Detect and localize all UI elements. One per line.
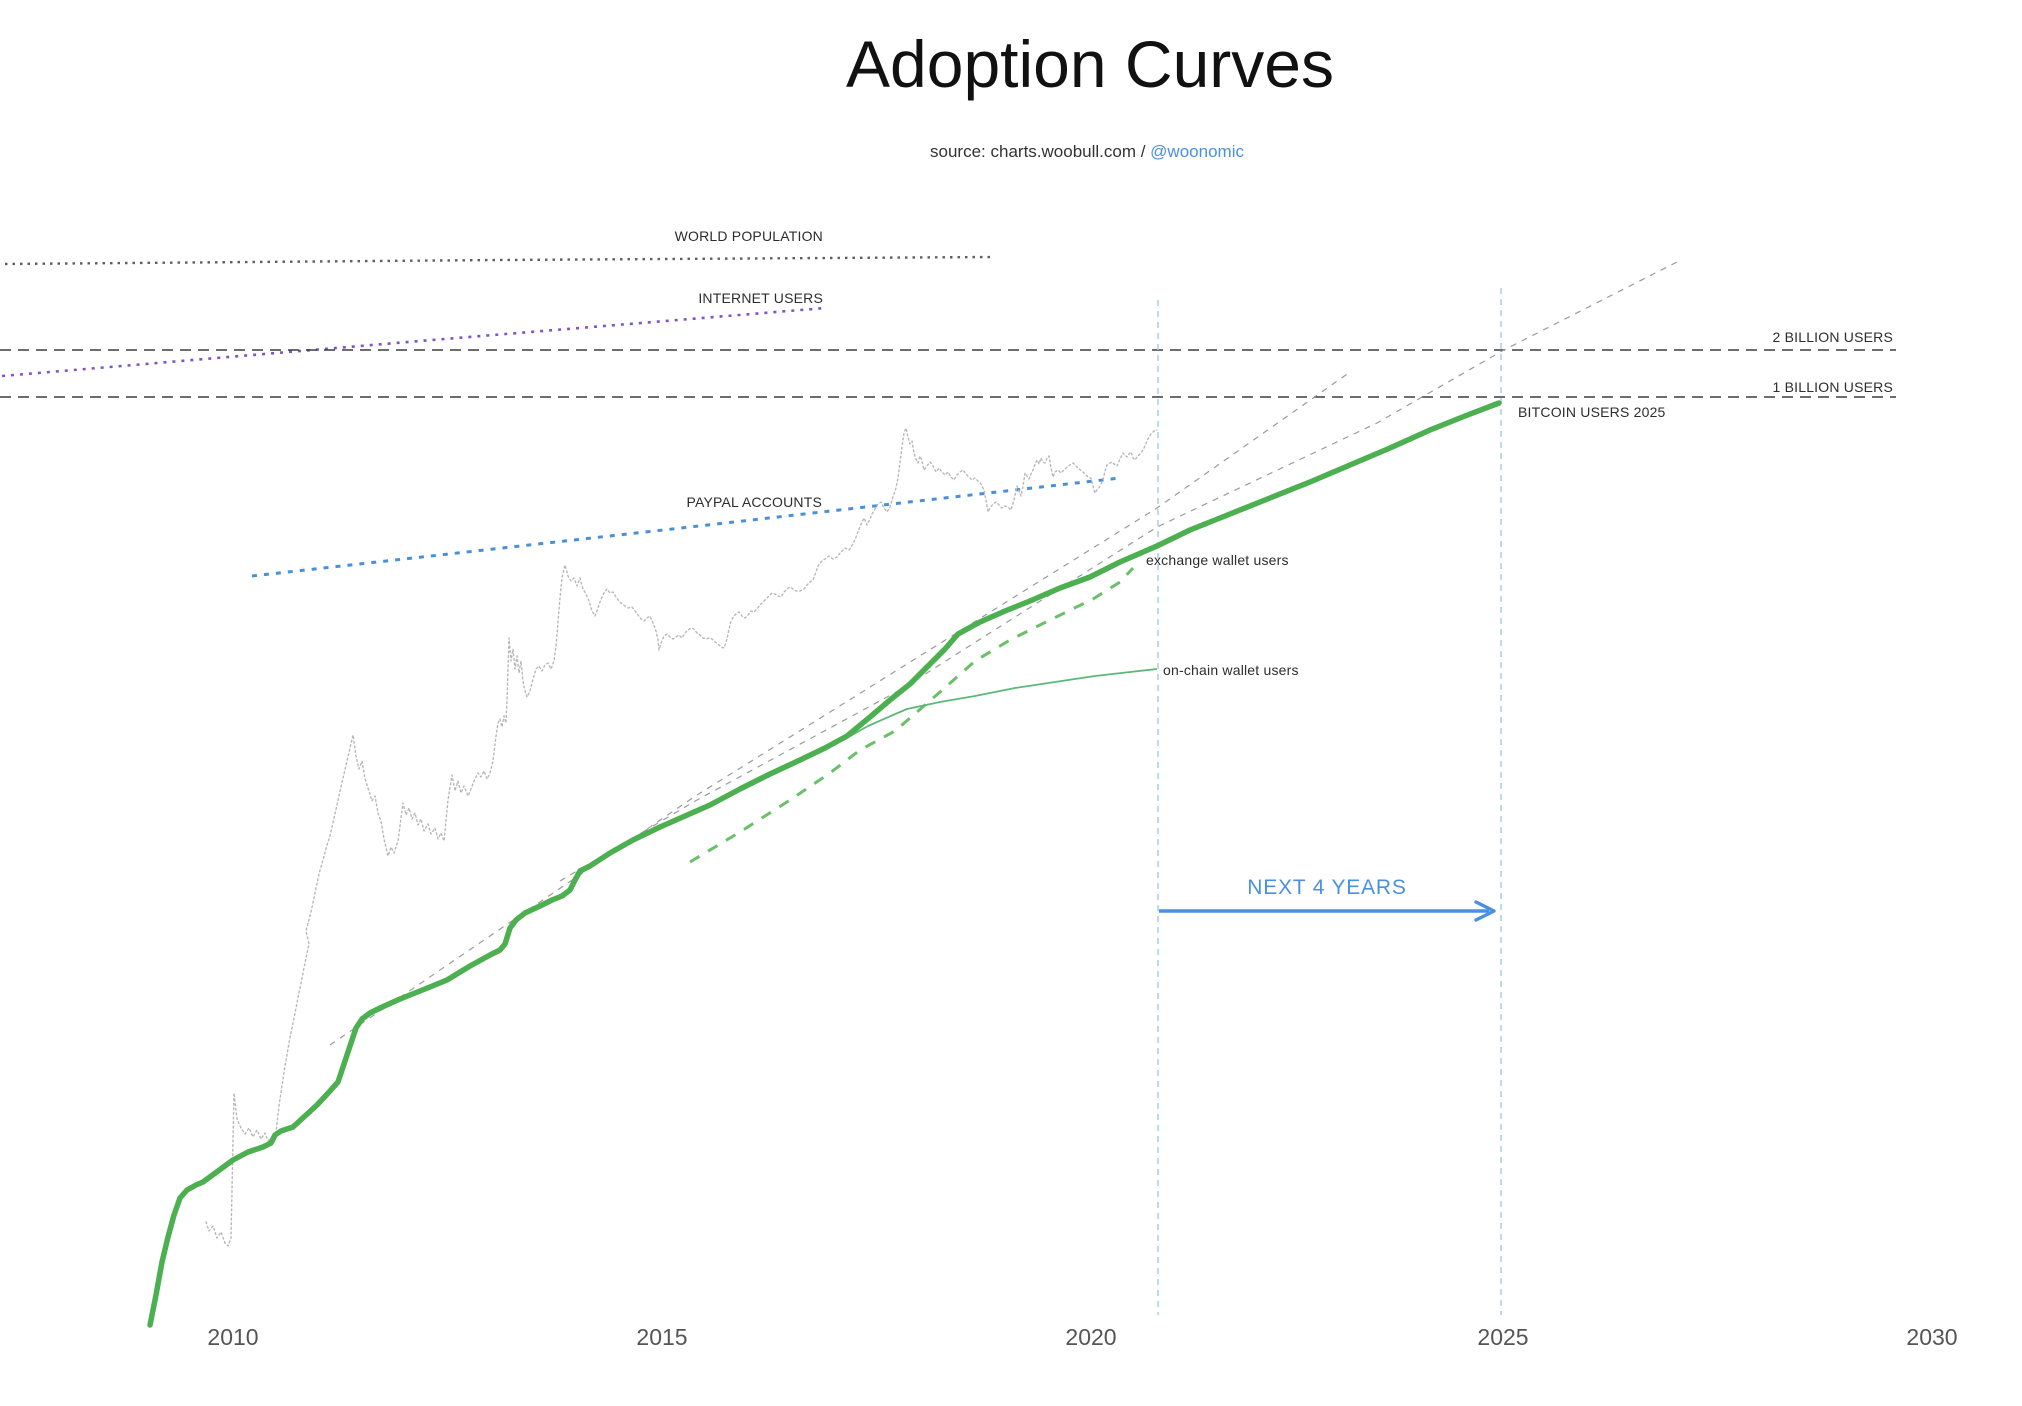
x-tick-2030: 2030	[1906, 1324, 1958, 1350]
internet-users-label: INTERNET USERS	[698, 290, 823, 306]
x-tick-2025: 2025	[1477, 1324, 1529, 1350]
internet-users-line	[1, 306, 826, 378]
bitcoin-price-line	[205, 427, 1158, 1247]
x-tick-2020: 2020	[1065, 1324, 1117, 1350]
next-4-years-arrow-head-line	[1474, 900, 1496, 922]
onchain-wallet-users-line	[844, 668, 1158, 740]
onchain-wallet-users-label: on-chain wallet users	[1163, 662, 1299, 678]
exchange-wallet-users-label: exchange wallet users	[1146, 552, 1289, 568]
woonomic-link[interactable]: @woonomic	[1150, 142, 1244, 161]
bitcoin-users-2025-label: BITCOIN USERS 2025	[1518, 404, 1666, 420]
exchange-wallet-users-line	[689, 566, 1135, 864]
x-tick-2015: 2015	[636, 1324, 688, 1350]
source-line: source: charts.woobull.com / @woonomic	[930, 142, 1244, 162]
bitcoin-users-line	[147, 400, 1502, 1328]
two-billion-users-label: 2 BILLION USERS	[1772, 329, 1893, 345]
source-text: source: charts.woobull.com /	[930, 142, 1151, 161]
next-4-years-annotation: NEXT 4 YEARS	[1247, 876, 1407, 899]
paypal-accounts-label: PAYPAL ACCOUNTS	[686, 494, 822, 510]
trend-channel-lower-line	[559, 261, 1678, 882]
trend-channel-upper-line	[329, 371, 1351, 1046]
world-population-label: WORLD POPULATION	[674, 228, 823, 244]
x-tick-2010: 2010	[207, 1324, 259, 1350]
world-population-line	[4, 255, 994, 266]
one-billion-users-label: 1 BILLION USERS	[1772, 379, 1893, 395]
page-title: Adoption Curves	[846, 27, 1334, 101]
paypal-accounts-line	[251, 476, 1121, 578]
